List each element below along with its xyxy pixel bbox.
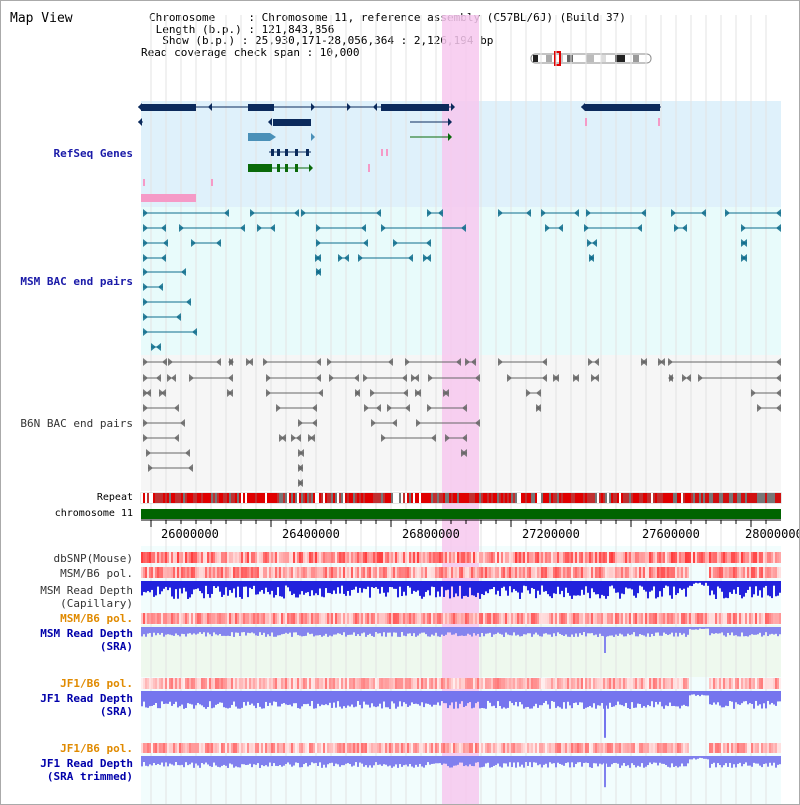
msm-bac-features[interactable]: [143, 209, 781, 351]
axis-tick-label: 26400000: [282, 527, 340, 541]
axis-tick-label: 28000000: [745, 527, 800, 541]
axis-ticks: [150, 520, 767, 527]
track-label-jf1-depth-trimmed-sub: (SRA trimmed): [46, 770, 133, 783]
track-label-jf1-depth-trimmed[interactable]: JF1 Read Depth: [40, 757, 133, 770]
track-label-msm-b6-pol-2[interactable]: MSM/B6 pol.: [60, 612, 133, 625]
track-label-msm-depth-capillary[interactable]: MSM Read Depth: [40, 584, 133, 597]
track-label-repeat[interactable]: Repeat: [96, 492, 133, 503]
b6n-bac-features[interactable]: [143, 358, 781, 487]
track-label-refseq[interactable]: RefSeq Genes: [53, 147, 133, 160]
length-line: Length (b.p.) : 121,843,856: [149, 22, 335, 36]
depth-tracks[interactable]: [141, 581, 781, 788]
track-label-msm-b6-pol[interactable]: MSM/B6 pol.: [60, 567, 133, 580]
refseq-genes[interactable]: [138, 103, 661, 202]
coverage-span-line: Read coverage check span : 10,000: [141, 45, 360, 59]
page-title: Map View: [10, 11, 73, 26]
axis-tick-label: 27200000: [522, 527, 580, 541]
repeat-track[interactable]: [140, 492, 782, 504]
grid-lines: [150, 15, 767, 804]
track-label-dbsnp[interactable]: dbSNP(Mouse): [53, 552, 133, 565]
chromosome-ideogram[interactable]: [530, 51, 652, 66]
track-label-chromosome[interactable]: chromosome 11: [54, 508, 133, 519]
track-label-msm-depth-sra-sub: (SRA): [99, 640, 133, 653]
axis-tick-label: 27600000: [642, 527, 700, 541]
chromosome-bar[interactable]: [141, 509, 781, 519]
axis-tick-label: 26800000: [402, 527, 460, 541]
axis-tick-label: 26000000: [161, 527, 219, 541]
track-label-msm-depth-capillary-sub: (Capillary): [60, 597, 133, 610]
track-label-msm-bac[interactable]: MSM BAC end pairs: [20, 275, 133, 288]
track-label-msm-depth-sra[interactable]: MSM Read Depth: [40, 627, 133, 640]
track-label-jf1-b6-pol-2[interactable]: JF1/B6 pol.: [60, 742, 133, 755]
track-label-jf1-depth-sra-sub: (SRA): [99, 705, 133, 718]
track-label-b6n-bac[interactable]: B6N BAC end pairs: [20, 417, 133, 430]
highlight-region[interactable]: [442, 15, 479, 805]
heatmap-tracks[interactable]: [141, 552, 781, 753]
track-label-jf1-depth-sra[interactable]: JF1 Read Depth: [40, 692, 133, 705]
track-label-jf1-b6-pol[interactable]: JF1/B6 pol.: [60, 677, 133, 690]
